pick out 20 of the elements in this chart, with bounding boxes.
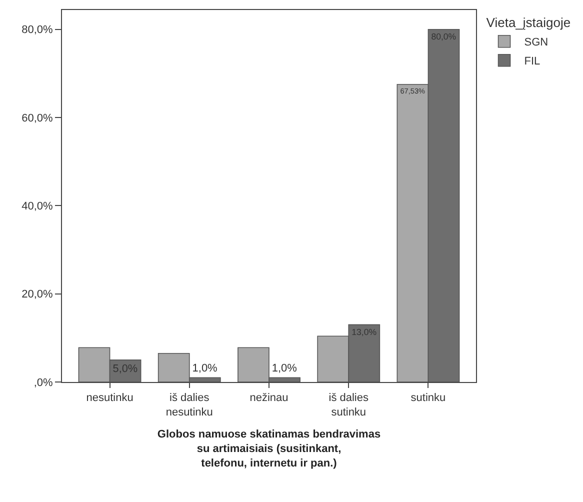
y-tick-label: 60,0% xyxy=(22,112,54,124)
legend-title: Vieta_įstaigoje xyxy=(486,14,571,30)
legend-label: SGN xyxy=(524,36,548,49)
y-tick-label: ,0% xyxy=(34,376,54,389)
legend-label: FIL xyxy=(524,56,540,68)
x-axis-title: Globos namuose skatinamas bendravimas su artimaisiais (susitinkant, telefonu, internetu ir pan.) xyxy=(157,428,381,470)
y-tick-label: 40,0% xyxy=(22,200,54,213)
x-tick-label: nesutinku xyxy=(86,392,134,404)
y-tick-label: 20,0% xyxy=(22,288,54,301)
x-tick-label: nežinau xyxy=(250,392,288,404)
x-tick-label: sutinku xyxy=(410,392,446,404)
data-label: 1,0% xyxy=(192,362,218,375)
data-label: 1,0% xyxy=(272,362,298,375)
x-tick-label: iš dalies nesutinku xyxy=(166,392,213,418)
data-label: 13,0% xyxy=(352,326,377,337)
data-label: 67,53% xyxy=(400,86,426,96)
y-tick-label: 80,0% xyxy=(22,24,54,36)
data-label: 80,0% xyxy=(431,32,456,42)
data-label: 5,0% xyxy=(112,362,138,375)
x-tick-label: iš dalies sutinku xyxy=(328,392,369,418)
